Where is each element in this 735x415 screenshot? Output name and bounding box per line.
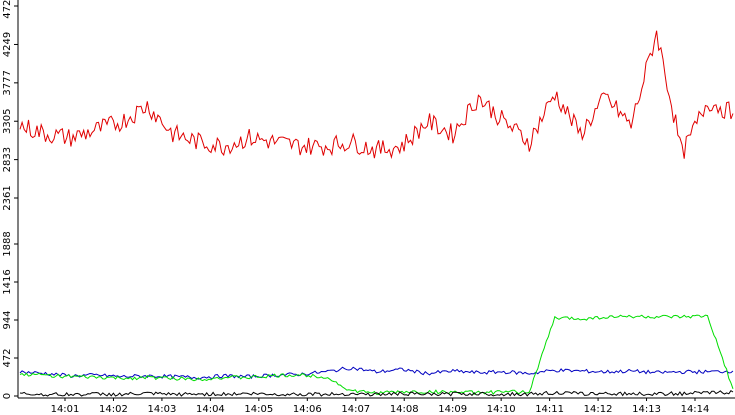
series-line-0-0 [19,30,734,160]
x-tick-label: 14:10 [487,404,516,415]
x-tick-label: 14:07 [341,404,370,415]
axes-layer [17,0,735,399]
y-tick-label: 472 [2,348,13,367]
ticks-layer: 2361 2833 3305 3777 4249 4722 0 472 944 1416 1888 1… [2,0,709,415]
x-tick-label: 14:04 [196,404,225,415]
x-tick-label: 14:12 [584,404,613,415]
x-tick-label: 14:14 [681,404,710,415]
x-tick-label: 14:08 [390,404,419,415]
y-tick-label: 2361 [2,185,13,210]
y-tick-label: 3777 [2,70,13,95]
y-tick-label: 4249 [2,32,13,57]
x-tick-label: 14:11 [535,404,564,415]
y-tick-label: 4722 [2,0,13,19]
y-tick-label: 1416 [2,269,13,294]
x-tick-label: 14:05 [244,404,273,415]
y-tick-label: 1888 [2,231,13,256]
y-tick-label: 0 [2,393,13,399]
x-tick-label: 14:01 [51,404,80,415]
y-tick-label: 944 [2,310,13,329]
x-tick-label: 14:03 [148,404,177,415]
series-line-1-2 [19,390,734,397]
x-tick-label: 14:09 [438,404,467,415]
x-tick-label: 14:02 [99,404,128,415]
x-tick-label: 14:13 [632,404,661,415]
series-line-1-0 [19,366,734,380]
x-tick-label: 14:06 [293,404,322,415]
y-tick-label: 3305 [2,109,13,134]
series-line-1-1 [19,314,734,396]
series-layer [19,30,734,397]
y-tick-label: 2833 [2,147,13,172]
